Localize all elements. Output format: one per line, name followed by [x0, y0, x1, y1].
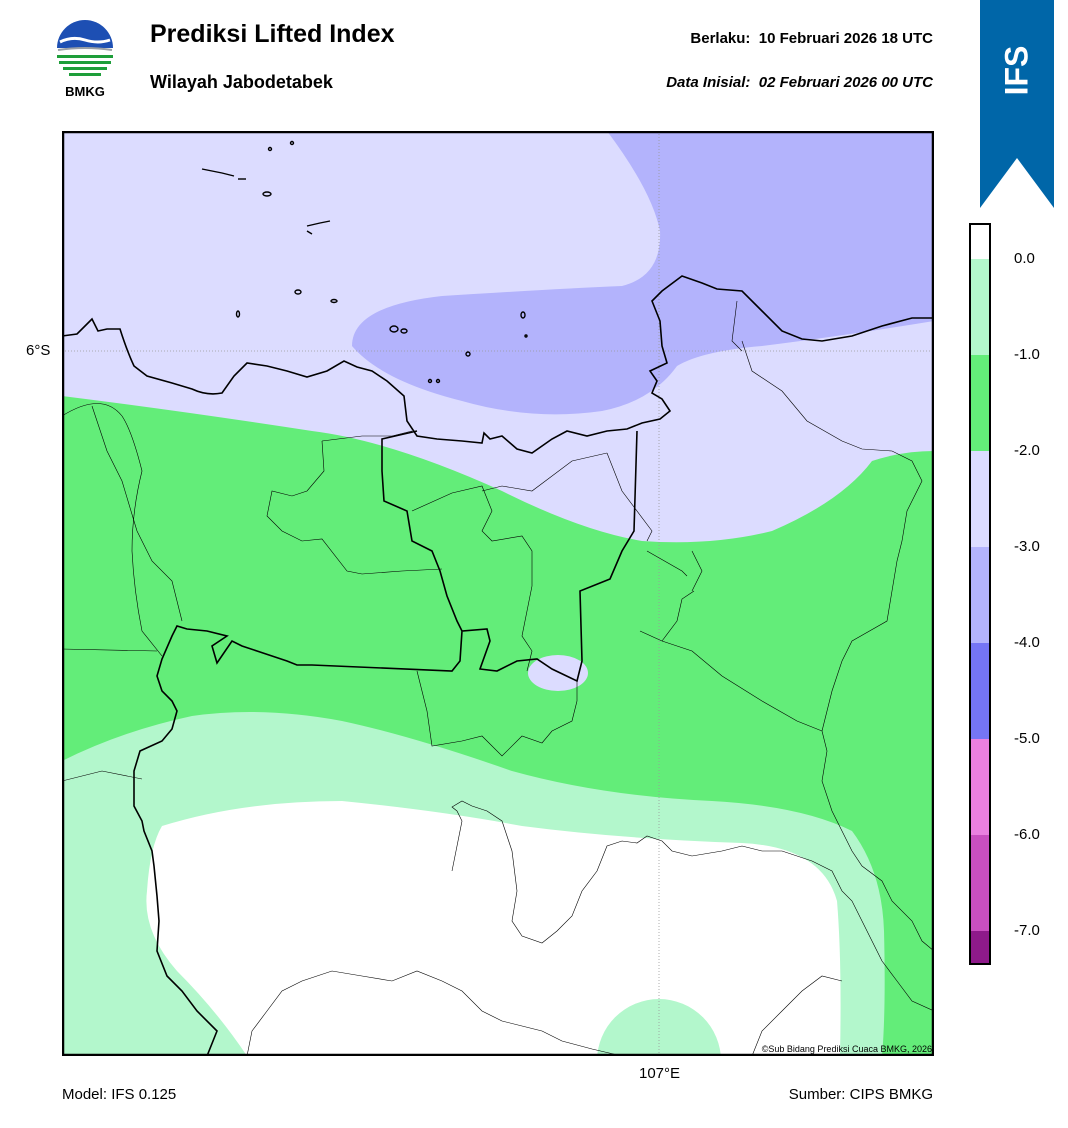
ifs-badge: IFS: [980, 0, 1054, 208]
model-label: Model: IFS 0.125: [62, 1086, 177, 1103]
lon-label: 107°E: [639, 1065, 681, 1082]
contour-blue-ne: [352, 131, 934, 415]
colorbar-label: -1.0: [1014, 346, 1040, 363]
colorbar-bin: [969, 451, 991, 547]
colorbar-bin: [969, 739, 991, 835]
coastline: [62, 275, 934, 454]
bmkg-logo-icon: [55, 20, 115, 82]
valid-time: Berlaku: 10 Februari 2026 18 UTC: [690, 30, 933, 47]
colorbar-bin: [969, 835, 991, 931]
colorbar-label: -2.0: [1014, 442, 1040, 459]
source-label: Sumber: CIPS BMKG: [788, 1086, 933, 1103]
colorbar-bin: [969, 355, 991, 451]
colorbar-label: -3.0: [1014, 538, 1040, 555]
regency-boundaries: [62, 300, 934, 1056]
bmkg-logo: BMKG: [52, 20, 118, 100]
colorbar-frame: [969, 223, 991, 965]
map-frame: [61, 130, 935, 1057]
colorbar-label: 0.0: [1014, 250, 1035, 267]
badge-text: IFS: [998, 45, 1035, 95]
province-boundary: [133, 430, 638, 1056]
colorbar-bin: [969, 223, 991, 259]
map-canvas: [61, 130, 935, 1057]
logo-text: BMKG: [65, 84, 105, 99]
page-title: Prediksi Lifted Index: [150, 20, 395, 48]
contour-light-green-south: [597, 999, 721, 1056]
colorbar-scale: [969, 223, 991, 965]
copyright-note: ©Sub Bidang Prediksi Cuaca BMKG, 2026: [761, 1044, 932, 1054]
colorbar-label: -5.0: [1014, 730, 1040, 747]
lat-label: 6°S: [26, 342, 51, 359]
init-time: Data Inisial: 02 Februari 2026 00 UTC: [666, 74, 933, 91]
colorbar-bin: [969, 931, 991, 965]
colorbar-label: -7.0: [1014, 922, 1040, 939]
page-subtitle: Wilayah Jabodetabek: [150, 72, 333, 92]
colorbar-label: -4.0: [1014, 634, 1040, 651]
colorbar-label: -6.0: [1014, 826, 1040, 843]
contour-lavender-pocket: [528, 655, 588, 691]
colorbar-bin: [969, 547, 991, 643]
lifted-index-map: [61, 130, 935, 1057]
colorbar-bin: [969, 643, 991, 739]
islands: [201, 140, 528, 384]
colorbar: [969, 223, 991, 965]
contour-white: [146, 801, 841, 1056]
colorbar-bin: [969, 259, 991, 355]
